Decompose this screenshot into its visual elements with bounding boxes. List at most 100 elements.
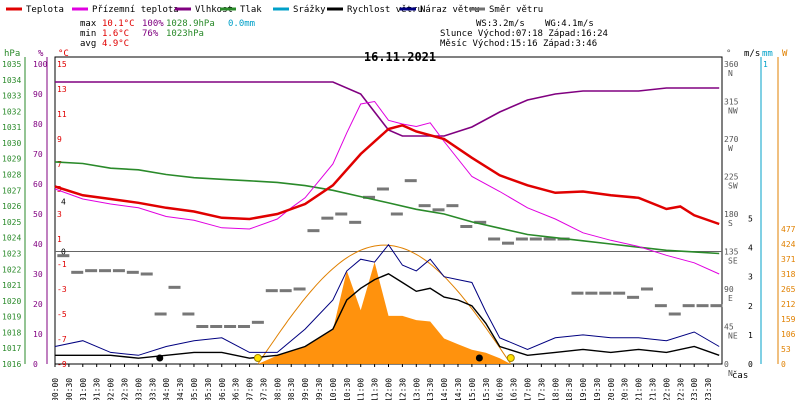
wind-direction-mark: [654, 304, 667, 308]
temp-tick: -5: [57, 310, 67, 319]
x-tick-label: 08:30: [287, 378, 296, 400]
x-tick-label: 07:30: [259, 378, 268, 400]
dir-label: SE: [728, 257, 738, 266]
x-tick-label: 21:00: [635, 378, 644, 400]
x-tick-label: 22:00: [662, 378, 671, 400]
moonrise-marker: [475, 354, 483, 362]
pct-tick: 60: [33, 180, 43, 189]
dir-tick: 90: [724, 285, 734, 294]
temp-tick: -3: [57, 285, 67, 294]
w-axis-title: W: [782, 49, 788, 59]
temp-tick: 15: [57, 60, 67, 69]
x-tick-label: 18:30: [565, 378, 574, 400]
wind-direction-mark: [696, 304, 709, 308]
wind-speed-line: [55, 273, 720, 359]
wind-direction-mark: [432, 208, 445, 212]
moonset-marker: [156, 354, 164, 362]
wind-direction-mark: [182, 312, 195, 316]
hpa-tick: 1024: [2, 234, 21, 243]
wind-direction-mark: [126, 270, 139, 274]
hpa-tick: 1017: [2, 344, 21, 353]
x-tick-label: 15:00: [468, 378, 477, 400]
hpa-tick: 1021: [2, 281, 21, 290]
pct-tick: 100: [33, 60, 48, 69]
ms-tick: 3: [748, 273, 753, 282]
temp-tick-extra: 0: [61, 248, 66, 257]
temp-tick: 7: [57, 160, 62, 169]
x-tick-label: 09:00: [301, 378, 310, 400]
dir-label: SW: [728, 182, 738, 191]
ms-tick: 2: [748, 302, 753, 311]
wind-gust-line: [54, 243, 720, 356]
stat-press: 1023hPa: [166, 29, 204, 39]
sun-info: Slunce Východ:07:18 Západ:16:24: [440, 29, 608, 39]
dir-tick: 315: [724, 98, 739, 107]
wind-direction-mark: [613, 291, 626, 295]
temp-tick-extra: 4: [61, 198, 66, 207]
wind-direction-mark: [404, 179, 417, 183]
wind-direction-mark: [168, 285, 181, 289]
wind-direction-mark: [321, 216, 334, 220]
stat-label: avg: [80, 39, 96, 49]
x-tick-label: 19:00: [579, 378, 588, 400]
pct-tick: 10: [33, 330, 43, 339]
x-tick-label: 20:30: [621, 378, 630, 400]
wind-direction-mark: [154, 312, 167, 316]
w-tick: 159: [781, 315, 796, 324]
pct-tick: 30: [33, 270, 43, 279]
ms-tick: 5: [748, 215, 753, 224]
wind-direction-mark: [363, 195, 376, 199]
pct-tick: 0: [33, 360, 38, 369]
hpa-tick: 1034: [2, 76, 21, 85]
x-tick-label: 04:00: [162, 378, 171, 400]
x-tick-label: 03:30: [148, 378, 157, 400]
wind-direction-mark: [251, 320, 264, 324]
stat-press: 1028.9hPa: [166, 19, 215, 29]
w-tick: 53: [781, 345, 791, 354]
x-tick-label: 21:30: [649, 378, 658, 400]
hpa-tick: 1018: [2, 328, 21, 337]
x-tick-label: 10:30: [343, 378, 352, 400]
wind-direction-mark: [265, 289, 278, 293]
x-tick-label: 15:30: [482, 378, 491, 400]
stat-label: min: [80, 29, 96, 39]
wind-direction-mark: [571, 291, 584, 295]
x-tick-label: 14:30: [454, 378, 463, 400]
dir-tick: 0: [724, 360, 729, 369]
dir-tick: 180: [724, 210, 739, 219]
w-tick: 265: [781, 285, 796, 294]
x-tick-label: 14:00: [440, 378, 449, 400]
wind-direction-mark: [279, 289, 292, 293]
w-tick: 318: [781, 270, 796, 279]
w-tick: 424: [781, 240, 796, 249]
x-tick-label: 23:00: [690, 378, 699, 400]
temp-tick: 3: [57, 210, 62, 219]
legend-label: Rychlost větru: [347, 5, 423, 15]
dir-axis-title: °: [726, 49, 731, 59]
wind-direction-mark: [237, 325, 250, 328]
wind-direction-mark: [682, 304, 695, 308]
temp-tick: -9: [57, 360, 67, 369]
wind-direction-mark: [599, 291, 612, 295]
pct-tick: 70: [33, 150, 43, 159]
ms-tick: 4: [748, 244, 753, 253]
ms-tick: 0: [748, 360, 753, 369]
temp-tick: -1: [57, 260, 67, 269]
hpa-tick: 1033: [2, 92, 21, 101]
temperature-line: [54, 123, 720, 226]
dir-label: S: [728, 219, 733, 228]
hpa-tick: 1028: [2, 171, 21, 180]
wind-direction-mark: [224, 325, 237, 328]
wind-direction-mark: [71, 270, 84, 274]
hpa-tick: 1032: [2, 107, 21, 116]
pct-tick: 90: [33, 90, 43, 99]
wind-direction-mark: [293, 287, 306, 291]
wind-direction-mark: [349, 220, 362, 224]
pct-axis-title: %: [38, 49, 44, 59]
dir-label: N: [728, 369, 733, 378]
hpa-tick: 1030: [2, 139, 21, 148]
ms-tick: 1: [748, 331, 753, 340]
mm-axis-title: mm: [762, 49, 773, 59]
dir-label: NW: [728, 107, 738, 116]
